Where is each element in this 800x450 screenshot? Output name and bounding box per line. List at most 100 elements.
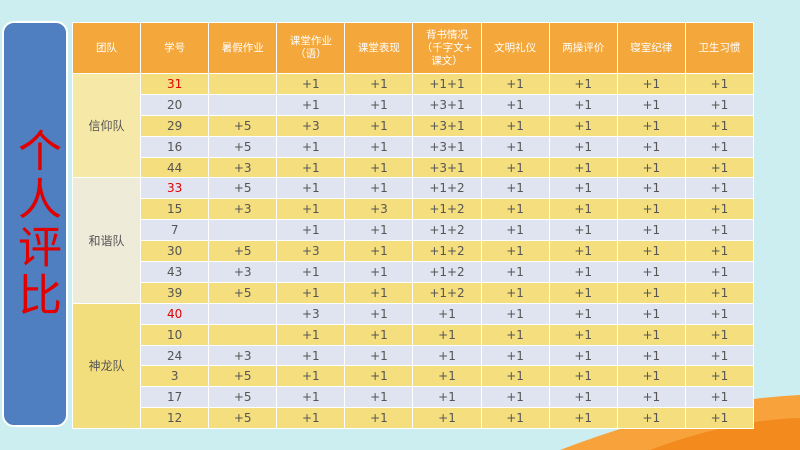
score-cell: +5	[208, 135, 278, 158]
student-id: 12	[140, 407, 210, 430]
score-cell: +1	[684, 281, 755, 304]
score-cell: +1	[616, 198, 686, 221]
score-cell: +1	[276, 261, 346, 283]
column-header: 文明礼仪	[480, 22, 550, 74]
score-cell: +3	[344, 198, 414, 221]
score-cell: +1	[548, 281, 618, 304]
score-cell: +1	[480, 219, 550, 242]
score-cell: +1	[412, 386, 482, 409]
student-id: 40	[140, 302, 210, 325]
score-cell: +1	[684, 135, 755, 158]
header-row: 团队 学号 暑假作业 课堂作业 （语） 课堂表现 背书情况 （千字文+ 课文） 文明礼仪 两操…	[71, 22, 755, 74]
score-cell: +1	[616, 281, 686, 304]
column-header: 卫生习惯	[684, 22, 755, 74]
column-header: 课堂作业 （语）	[276, 22, 346, 74]
column-header: 学号	[140, 22, 210, 74]
column-header: 背书情况 （千字文+ 课文）	[412, 22, 482, 74]
score-cell: +1	[480, 344, 550, 367]
score-cell: +1	[276, 156, 346, 179]
table-row: 7 +1 +1 +1+2 +1 +1 +1 +1	[73, 219, 755, 242]
score-table: 团队 学号 暑假作业 课堂作业 （语） 课堂表现 背书情况 （千字文+ 课文） 文明礼仪 两操…	[71, 22, 755, 430]
table-row: 15 +3 +1 +3 +1+2 +1 +1 +1 +1	[73, 198, 755, 221]
student-id: 29	[140, 114, 210, 137]
score-cell: +5	[208, 114, 278, 137]
score-cell: +1	[548, 407, 618, 430]
score-cell: +1	[412, 302, 482, 325]
score-cell: +1	[684, 219, 755, 242]
score-cell: +1	[684, 93, 755, 116]
table-row: 信仰队 31 +1 +1 +1+1 +1 +1 +1 +1	[71, 72, 755, 179]
score-cell: +1	[616, 93, 686, 116]
team-cell: 和谐队	[71, 177, 142, 304]
student-id: 43	[140, 261, 210, 283]
score-cell: +5	[208, 365, 278, 388]
score-cell	[208, 302, 278, 325]
score-cell: +1	[684, 386, 755, 409]
score-cell: +1	[616, 73, 686, 95]
score-cell: +1	[616, 135, 686, 158]
score-cell: +1	[616, 302, 686, 325]
score-cell	[208, 93, 278, 116]
score-cell: +1	[480, 198, 550, 221]
score-cell: +1	[684, 198, 755, 221]
score-cell: +3	[208, 198, 278, 221]
score-cell: +1	[684, 302, 755, 325]
column-header: 暑假作业	[208, 22, 278, 74]
score-cell: +1	[276, 177, 346, 200]
score-cell: +1	[480, 261, 550, 283]
score-cell: +1	[684, 73, 755, 95]
student-id: 24	[140, 344, 210, 367]
score-cell: +5	[208, 240, 278, 263]
score-cell: +3+1	[412, 135, 482, 158]
score-cell: +1	[276, 365, 346, 388]
team-cell: 信仰队	[71, 72, 142, 179]
score-cell: +1	[616, 386, 686, 409]
score-cell: +1	[344, 93, 414, 116]
score-cell: +1	[684, 177, 755, 200]
score-cell: +5	[208, 407, 278, 430]
score-cell: +5	[208, 281, 278, 304]
side-title: 个人评比	[10, 128, 61, 320]
score-cell: +1	[276, 386, 346, 409]
score-cell: +1	[276, 198, 346, 221]
score-cell: +1	[344, 156, 414, 179]
score-cell: +1	[480, 114, 550, 137]
score-cell: +1	[480, 386, 550, 409]
table-row: 神龙队 40 +3 +1 +1 +1 +1 +1 +1	[71, 302, 755, 430]
score-cell: +1	[276, 73, 346, 95]
table-row: 43 +3 +1 +1 +1+2 +1 +1 +1 +1	[73, 261, 755, 283]
student-id: 15	[140, 198, 210, 221]
score-cell: +1	[344, 344, 414, 367]
score-cell: +3	[208, 344, 278, 367]
score-cell: +1	[548, 365, 618, 388]
student-id: 3	[140, 365, 210, 388]
score-cell: +1+2	[412, 198, 482, 221]
student-id: 17	[140, 386, 210, 409]
table-row: 44 +3 +1 +1 +3+1 +1 +1 +1 +1	[73, 156, 755, 179]
table-body: 信仰队 31 +1 +1 +1+1 +1 +1 +1 +1 20 +1 +1 +3+1 +1 +1 +1 +1 2…	[71, 72, 755, 430]
score-cell: +1	[344, 240, 414, 263]
student-id: 33	[140, 177, 210, 200]
table-row: 17 +5 +1 +1 +1 +1 +1 +1 +1	[73, 386, 755, 409]
score-cell: +1	[480, 281, 550, 304]
score-cell: +1	[616, 407, 686, 430]
score-cell: +3	[276, 302, 346, 325]
score-cell: +1	[548, 386, 618, 409]
score-cell: +1	[548, 135, 618, 158]
student-id: 20	[140, 93, 210, 116]
score-cell: +1	[548, 73, 618, 95]
score-cell: +1+2	[412, 177, 482, 200]
score-cell: +1	[344, 73, 414, 95]
score-cell: +1	[616, 114, 686, 137]
column-header: 两操评价	[548, 22, 618, 74]
score-cell: +1	[344, 407, 414, 430]
score-cell: +1	[548, 198, 618, 221]
score-cell: +1	[616, 240, 686, 263]
score-cell: +1	[276, 219, 346, 242]
score-cell	[208, 73, 278, 95]
score-cell: +1	[684, 114, 755, 137]
score-cell: +1+1	[412, 73, 482, 95]
score-cell: +1	[480, 365, 550, 388]
score-cell: +1	[480, 73, 550, 95]
